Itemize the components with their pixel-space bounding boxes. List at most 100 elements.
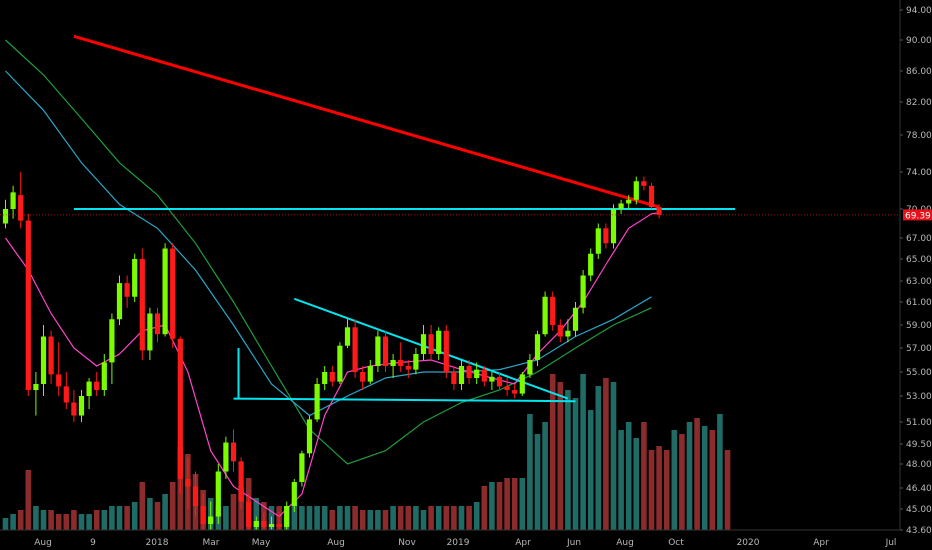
candle-body[interactable]	[261, 521, 267, 527]
candle-body[interactable]	[458, 366, 465, 384]
candle-body[interactable]	[230, 442, 237, 462]
candle-body[interactable]	[360, 372, 366, 382]
candle-body[interactable]	[86, 381, 92, 396]
candle-body[interactable]	[481, 369, 487, 382]
candle-body[interactable]	[314, 384, 320, 420]
time-tick-label: 2020	[737, 538, 760, 548]
candle-body[interactable]	[512, 390, 518, 394]
candle-body[interactable]	[489, 376, 495, 382]
candle-body[interactable]	[626, 199, 632, 204]
candle-body[interactable]	[588, 253, 594, 276]
candle-body[interactable]	[215, 471, 221, 517]
candle-body[interactable]	[382, 336, 389, 367]
price-axis[interactable]: 94.0090.0086.0082.0078.0074.0070.0067.00…	[900, 6, 932, 536]
candle-body[interactable]	[329, 372, 335, 382]
candle-body[interactable]	[466, 366, 472, 378]
candle-body[interactable]	[185, 479, 191, 487]
candle-body[interactable]	[192, 486, 199, 507]
candle-body[interactable]	[656, 207, 662, 215]
candle-body[interactable]	[170, 248, 176, 339]
candle-body[interactable]	[208, 516, 214, 525]
candle-body[interactable]	[306, 419, 313, 454]
candle-body[interactable]	[284, 506, 290, 527]
last-price-label: 69.39	[905, 211, 931, 221]
candle-body[interactable]	[246, 501, 252, 528]
candle-body[interactable]	[10, 192, 16, 209]
time-tick-label: 2019	[447, 538, 470, 548]
candle-body[interactable]	[238, 461, 244, 502]
candle-body[interactable]	[139, 259, 145, 351]
candle-body[interactable]	[496, 376, 503, 387]
candle-body[interactable]	[443, 330, 449, 372]
candle-body[interactable]	[276, 524, 282, 527]
candle-body[interactable]	[344, 327, 351, 346]
candle-body[interactable]	[71, 402, 77, 416]
candle-body[interactable]	[48, 336, 54, 375]
candle-body[interactable]	[641, 181, 647, 186]
candle-body[interactable]	[474, 369, 480, 378]
candle-body[interactable]	[420, 334, 427, 354]
candle-body[interactable]	[56, 374, 62, 387]
candle-body[interactable]	[565, 330, 571, 337]
candle-body[interactable]	[33, 384, 39, 390]
candle-body[interactable]	[200, 506, 206, 524]
candle-body[interactable]	[367, 366, 373, 382]
candle-body[interactable]	[94, 381, 100, 390]
candlesticks[interactable]	[2, 172, 662, 530]
candle-body[interactable]	[101, 362, 107, 390]
candle-body[interactable]	[519, 374, 525, 394]
candle-body[interactable]	[633, 181, 639, 200]
candle-body[interactable]	[162, 248, 168, 335]
last-price-tag: 69.39	[903, 209, 932, 221]
candle-body[interactable]	[352, 327, 358, 372]
volume-bar	[352, 506, 358, 530]
candle-body[interactable]	[572, 307, 579, 331]
candle-body[interactable]	[253, 521, 259, 527]
candle-body[interactable]	[595, 228, 601, 254]
candle-body[interactable]	[299, 453, 305, 482]
candle-body[interactable]	[618, 203, 624, 209]
candle-body[interactable]	[550, 296, 556, 325]
candle-body[interactable]	[580, 275, 586, 308]
candle-body[interactable]	[223, 442, 229, 472]
candle-body[interactable]	[534, 334, 541, 360]
candle-body[interactable]	[398, 360, 404, 366]
time-axis[interactable]: Aug 9 2018 Mar May Aug Nov 2019 Apr Jun Aug Oct 2020…	[34, 538, 896, 548]
candle-body[interactable]	[375, 336, 381, 367]
candle-body[interactable]	[322, 372, 328, 384]
candle-body[interactable]	[18, 195, 24, 221]
candle-body[interactable]	[557, 325, 563, 337]
candle-body[interactable]	[451, 372, 457, 384]
candle-body[interactable]	[436, 330, 442, 354]
candle-body[interactable]	[40, 336, 47, 385]
time-tick-label: Oct	[668, 538, 684, 548]
candle-body[interactable]	[109, 319, 115, 363]
candle-body[interactable]	[2, 209, 9, 224]
candle-body[interactable]	[124, 283, 130, 297]
volume-bar	[565, 390, 571, 530]
price-tick-label: 94.00	[906, 6, 932, 16]
candle-body[interactable]	[405, 366, 411, 370]
candle-body[interactable]	[268, 524, 275, 527]
candle-body[interactable]	[390, 360, 396, 366]
candle-body[interactable]	[147, 313, 153, 351]
candle-body[interactable]	[116, 283, 123, 320]
time-tick-label: Mar	[203, 538, 220, 548]
candle-body[interactable]	[63, 386, 69, 403]
candle-body[interactable]	[542, 296, 548, 335]
candle-body[interactable]	[25, 220, 31, 390]
candle-body[interactable]	[177, 338, 183, 479]
candle-body[interactable]	[337, 345, 343, 382]
candle-body[interactable]	[413, 354, 419, 370]
candle-body[interactable]	[527, 360, 533, 375]
candle-body[interactable]	[291, 482, 297, 506]
candle-body[interactable]	[428, 334, 434, 354]
candle-body[interactable]	[603, 228, 609, 244]
candle-body[interactable]	[648, 185, 655, 208]
candle-body[interactable]	[504, 386, 510, 390]
candle-body[interactable]	[132, 259, 138, 297]
candle-body[interactable]	[610, 209, 617, 244]
candle-body[interactable]	[78, 396, 85, 416]
candle-body[interactable]	[154, 313, 161, 335]
